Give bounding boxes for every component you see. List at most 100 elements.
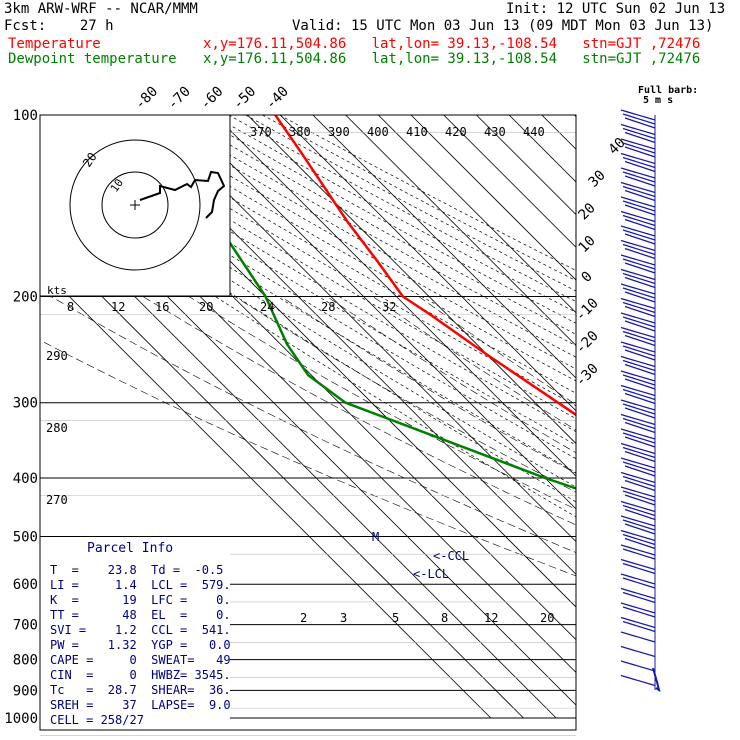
theta-label: 440 [523,125,545,139]
dry-adiabat-line [40,146,576,474]
valid-time: Valid: 15 UTC Mon 03 Jun 13 (09 MDT Mon … [292,18,714,34]
isotherm-line [508,115,576,183]
isotherm-label: 30 [586,167,609,190]
wind-barb [620,283,656,295]
wind-barb [620,631,656,643]
parcel-info-row: SVI = 1.2 CCL = 541. [50,623,231,637]
isotherm-label: 10 [576,233,599,256]
wind-barb [624,349,656,361]
pressure-tick-label: 100 [13,108,38,124]
dry-adiabat-line [59,115,576,420]
wind-barb [622,475,656,488]
wind-barb [622,113,656,125]
wind-barb [622,446,656,459]
moist-adiabat-line [280,296,576,474]
wind-barb [622,606,656,618]
wind-barb [624,189,656,202]
wind-barb [620,384,656,397]
wind-barb [620,602,656,614]
wind-barb [620,312,656,324]
wind-barb [624,465,656,477]
wind-barb [622,287,656,299]
pressure-tick-label: 300 [13,396,38,412]
parcel-marker-m: M [372,530,379,544]
parcel-info-row: T = 23.8 Td = -0.5 [50,563,223,577]
header: 3km ARW-WRF -- NCAR/MMM Init: 12 UTC Sun… [0,0,740,70]
wind-barb [620,123,656,136]
parcel-info-row: Tc = 28.7 SHEAR= 36. [50,683,231,697]
dewpoint-location-info: x,y=176.11,504.86 lat,lon= 39.13,-108.54… [203,51,701,67]
isotherm-line [378,115,576,314]
wind-barb [624,218,656,231]
wind-barb [624,479,656,492]
wind-barb [620,210,656,223]
wind-barb [620,370,656,382]
wind-barb [622,214,656,227]
wind-barb [620,515,656,527]
isotherm-line [149,115,576,543]
wind-barb [620,181,656,194]
wind-barb-surface [652,667,661,693]
temperature-location-info: x,y=176.11,504.86 lat,lon= 39.13,-108.54… [203,36,701,52]
isotherm-line [40,266,492,719]
isotherm-line [443,115,576,248]
wind-barb [622,185,656,198]
wind-barb [620,587,656,600]
wind-barb [624,537,656,550]
parcel-info-row: CAPE = 0 SWEAT= 49 [50,653,231,667]
isotherm-label: -50 [230,84,259,113]
wind-barb [620,442,656,455]
wind-barb [620,428,656,440]
pressure-tick-label: 900 [13,683,38,699]
theta-label: 430 [484,125,506,139]
hodograph-unit-label: kts [47,284,67,297]
wind-barb [624,508,656,521]
wind-barb [624,407,656,419]
isotherm-label: -70 [165,84,194,113]
forecast-hour: Fcst: 27 h [4,18,114,34]
speed-scale-label: 12 [111,300,125,314]
plot-frame [39,114,577,731]
sounding-profiles [122,115,576,490]
wind-barb [622,548,656,560]
isotherm-line [279,115,576,412]
theta-label-low: 290 [46,349,68,363]
dry-adiabat-line [279,115,576,271]
wind-barb [622,519,656,531]
dry-adiabat-line [177,115,576,335]
dewpoint-legend-label: Dewpoint temperature [8,51,177,67]
dry-adiabat-line [228,115,576,302]
wind-barb [620,297,656,310]
moist-adiabat-line [188,296,576,510]
hodograph-ring-outer [69,139,201,271]
speed-scale-label: 28 [321,300,335,314]
pressure-tick-label: 700 [13,618,38,634]
mixing-ratio-label: 12 [484,611,498,625]
barb-legend-line1: Full barb: [638,85,698,96]
wind-barb [624,262,656,274]
wind-barb [624,334,656,347]
isotherm-line [40,233,524,719]
moist-adiabat-line [50,296,576,553]
wind-barb [624,233,656,245]
speed-scale-label: 8 [67,300,74,314]
wind-barb [622,301,656,314]
wind-barb [620,196,656,208]
wind-barb [620,167,656,179]
moist-adiabat-line [326,296,576,454]
wind-barb [622,432,656,444]
isotherm-label: -30 [573,361,602,390]
pressure-tick-label: 1000 [4,711,38,727]
wind-barb [624,276,656,289]
isotherm-line [574,115,576,118]
wind-barb [622,316,656,328]
wind-barb [622,562,656,575]
moist-adiabat-line [234,296,576,493]
init-time: Init: 12 UTC Sun 02 Jun 13 [506,1,726,17]
wind-barb [622,490,656,502]
temperature-legend-label: Temperature [8,36,101,52]
parcel-info-row: LI = 1.4 LCL = 579. [50,578,231,592]
wind-barb [620,486,656,498]
profile-line-dewpoint-temperature [122,115,576,490]
wind-barb [622,388,656,401]
